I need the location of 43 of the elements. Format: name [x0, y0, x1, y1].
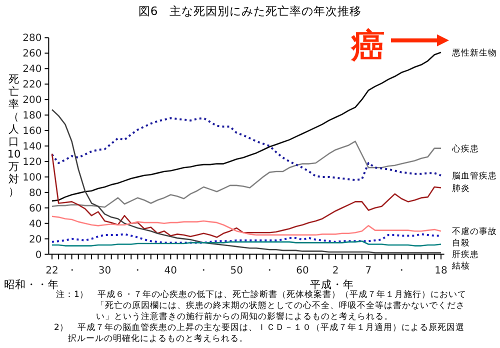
x-tick-label: 7: [365, 265, 372, 276]
x-tick-label: 60: [296, 265, 309, 276]
y-tick-label: 40: [28, 218, 42, 230]
series-label: 心疾患: [452, 144, 479, 154]
x-tick-label: ・: [396, 265, 406, 276]
series-label: 結核: [452, 262, 470, 272]
x-tick-label: 30: [98, 265, 112, 276]
title: 図6 主な死因別にみた死亡率の年次推移: [138, 4, 362, 18]
x-tick-label: 2: [332, 265, 339, 276]
x-tick-label: 50: [230, 265, 243, 276]
y-tick-label: 280: [22, 33, 42, 44]
y-tick-label: 260: [22, 48, 42, 60]
annotation: 癌: [351, 26, 385, 66]
series-label: 肺炎: [452, 184, 470, 194]
y-tick-label: 100: [22, 172, 42, 184]
y-tick-label: 80: [28, 188, 42, 199]
x-tick-label: ・: [132, 265, 143, 276]
x-tick-label: ・: [198, 265, 209, 276]
y-tick-label: 0: [35, 250, 42, 261]
ylabel: 死亡率（人口10万対）: [7, 74, 21, 198]
xlabel: 昭和・・年: [4, 279, 59, 290]
y-tick-label: 160: [22, 126, 42, 138]
y-tick-label: 180: [22, 110, 42, 122]
x-tick-label: ・: [66, 265, 77, 276]
y-tick-label: 200: [22, 95, 42, 106]
series-label: 肝疾患: [452, 250, 479, 260]
series-label: 不慮の事故: [452, 227, 497, 238]
series-label: 脳血管疾患: [452, 171, 497, 182]
x-tick-label: 18: [434, 265, 448, 276]
series-label: 悪性新生物: [452, 48, 497, 58]
x-tick-label: 40: [164, 265, 178, 276]
y-tick-label: 20: [28, 234, 42, 246]
y-tick-label: 220: [22, 80, 42, 91]
x-tick-label: 22: [46, 265, 58, 276]
annotation: 注：1） 平成６・７年の心疾患の低下は、死亡診断書（死体検案書）（平成７年１月施行）において「死亡の原因欄には、疾患の終末期の状態としての心不全、呼吸不全等は書かないでください」という注意書きの施行前からの周知の影響によるものと考えられる。: [55, 290, 468, 322]
y-tick-label: 60: [28, 203, 42, 214]
y-tick-label: 140: [22, 142, 42, 152]
x-tick-label: ・: [264, 265, 275, 276]
y-tick-label: 120: [22, 156, 42, 168]
annotation: 平成・年: [310, 279, 354, 290]
y-tick-label: 240: [22, 64, 42, 76]
series-label: 自殺: [452, 238, 470, 249]
annotation: 2） 平成７年の脳血管疾患の上昇の主な要因は、ＩＣＤ－１０（平成７年１月適用）による原死因選択ルールの明確化によるものと考えられる。: [53, 323, 466, 345]
